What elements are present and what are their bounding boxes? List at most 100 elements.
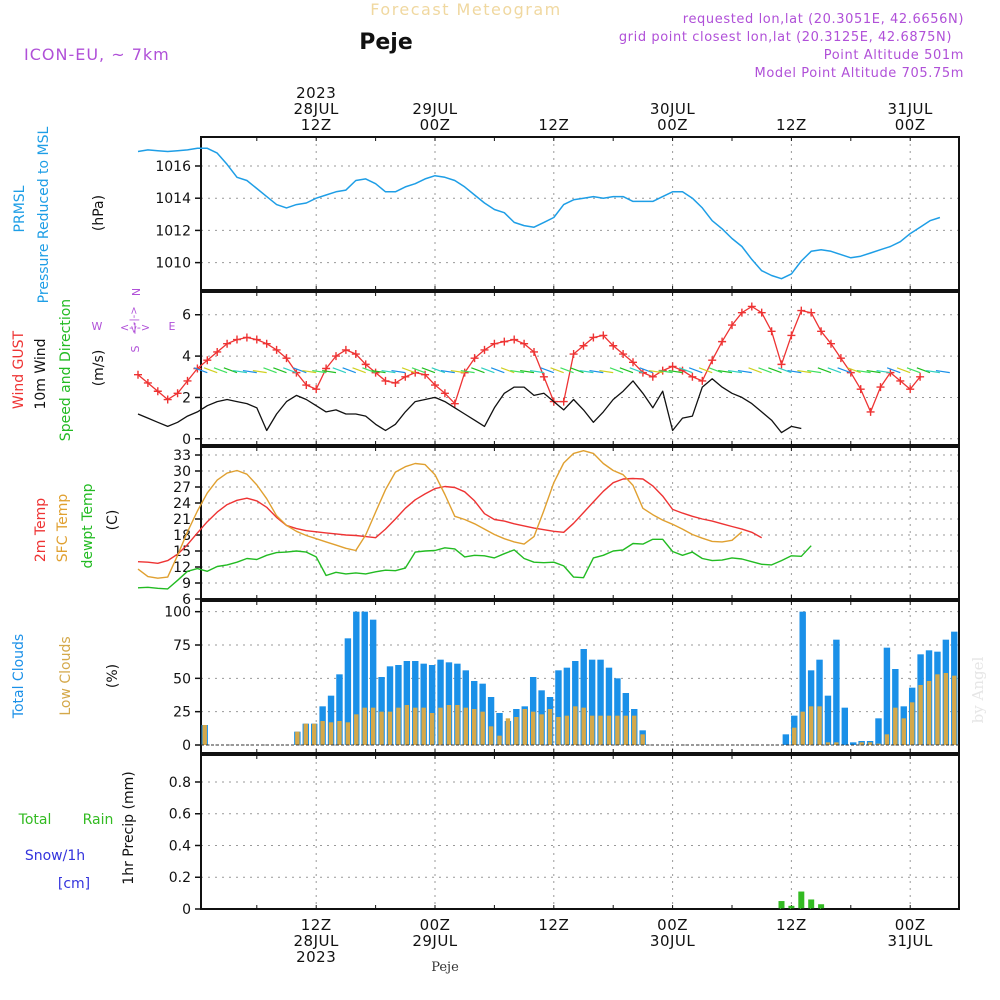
wind-direction-arrow xyxy=(302,369,317,374)
wind-direction-arrow xyxy=(837,367,852,374)
compass-east: E xyxy=(169,320,176,333)
y-tick-label: 2 xyxy=(182,390,191,406)
y-tick-label: 12 xyxy=(173,560,191,576)
gridpoint-coords: grid point closest lon,lat (20.3125E, 42… xyxy=(619,30,952,45)
top-time-label: 31JUL xyxy=(888,100,933,118)
wind-direction-arrow xyxy=(679,367,693,374)
bottom-time-label: 00Z xyxy=(657,916,688,934)
gust-marker xyxy=(619,350,628,359)
wind-direction-arrow xyxy=(283,367,297,374)
y-tick-label: 75 xyxy=(173,638,191,654)
wind-direction-arrow xyxy=(658,369,673,374)
low-cloud-bar xyxy=(463,707,469,745)
y-tick-label: 0.6 xyxy=(169,807,191,823)
wind-direction-arrow xyxy=(768,367,782,374)
gust-marker xyxy=(866,407,875,416)
wind-direction-arrow xyxy=(748,367,762,374)
y-tick-label: 33 xyxy=(173,448,191,464)
total-cloud-bar xyxy=(588,659,596,745)
low-cloud-bar xyxy=(935,674,940,745)
low-cloud-bar xyxy=(598,715,603,745)
low-cloud-bar xyxy=(893,707,898,745)
bottom-time-label: 28JUL xyxy=(294,932,339,950)
y-tick-label: 50 xyxy=(173,671,191,687)
total-cloud-bar xyxy=(462,670,470,745)
wind-direction-arrow xyxy=(263,367,277,374)
total-cloud-bar xyxy=(816,659,823,745)
gust-marker xyxy=(836,354,845,363)
low-cloud-bar xyxy=(429,713,435,745)
wind-speed-line xyxy=(137,378,802,434)
temp-label-unit: (C) xyxy=(105,510,121,531)
low-cloud-bar xyxy=(362,707,367,745)
total-cloud-bar xyxy=(336,674,343,745)
wind-direction-arrow xyxy=(381,369,396,374)
rain-bar xyxy=(798,891,805,909)
wind-direction-arrow xyxy=(322,369,337,374)
top-time-label: 2023 xyxy=(296,84,336,102)
gust-marker xyxy=(143,378,152,387)
low-cloud-bar xyxy=(514,717,519,745)
low-cloud-bar xyxy=(345,722,351,745)
gust-marker xyxy=(213,347,222,356)
wind-direction-arrow xyxy=(866,369,881,374)
wind-direction-arrow xyxy=(252,369,267,374)
low-cloud-bar xyxy=(328,722,334,745)
total-cloud-bar xyxy=(799,611,806,745)
gust-marker xyxy=(698,376,707,385)
low-cloud-bar xyxy=(480,711,485,745)
total-cloud-bar xyxy=(580,649,587,745)
panel-2 xyxy=(195,291,960,446)
low-cloud-bar xyxy=(547,709,553,745)
gust-marker xyxy=(470,354,479,363)
wind-direction-arrow xyxy=(916,367,931,374)
total-cloud-bar xyxy=(597,659,604,745)
low-cloud-bar xyxy=(564,715,570,745)
panel-5 xyxy=(195,754,960,910)
low-cloud-bar xyxy=(581,707,586,745)
y-tick-label: 30 xyxy=(173,464,191,480)
low-cloud-bar xyxy=(387,711,393,745)
bottom-time-label: 30JUL xyxy=(650,932,695,950)
total-cloud-bar xyxy=(437,659,444,745)
gust-marker xyxy=(500,337,509,346)
pressure-label-unit: (hPa) xyxy=(91,195,107,231)
top-time-label: 00Z xyxy=(657,116,688,134)
wind-direction-arrow xyxy=(421,367,436,374)
rain-bar xyxy=(818,904,825,909)
low-cloud-bar xyxy=(867,742,873,745)
rain-bar xyxy=(808,899,815,909)
bottom-time-label: 00Z xyxy=(895,916,926,934)
wind-direction-arrow xyxy=(223,367,238,374)
precip-label-rain: Rain xyxy=(83,812,114,828)
total-cloud-bar xyxy=(841,707,849,745)
wind-direction-arrow xyxy=(589,369,604,374)
low-cloud-bar xyxy=(817,706,822,745)
wind-label-10m: 10m Wind xyxy=(33,338,49,409)
low-cloud-bar xyxy=(539,714,544,745)
wind-direction-arrow xyxy=(708,367,723,374)
rain-bar xyxy=(788,905,795,909)
low-cloud-bar xyxy=(337,721,342,745)
gust-marker xyxy=(906,385,915,394)
gust-marker xyxy=(599,331,608,340)
wind-direction-arrow xyxy=(550,367,564,374)
top-time-label: 12Z xyxy=(301,116,332,134)
wind-direction-arrow xyxy=(213,367,228,374)
temp-label-sfc: SFC Temp xyxy=(55,494,71,563)
total-cloud-bar xyxy=(378,677,385,745)
total-cloud-bar xyxy=(428,665,436,745)
y-tick-label: 0.2 xyxy=(169,870,191,886)
panel-frame xyxy=(200,600,960,754)
wind-direction-arrow xyxy=(540,367,555,374)
low-cloud-bar xyxy=(623,715,629,745)
total-cloud-bar xyxy=(529,677,537,745)
gust-marker xyxy=(728,321,736,330)
y-tick-label: 1014 xyxy=(155,191,191,207)
gust-marker xyxy=(520,339,529,348)
low-cloud-bar xyxy=(606,715,612,745)
y-tick-label: 1010 xyxy=(155,256,191,272)
wind-direction-arrow xyxy=(787,369,802,374)
y-tick-label: 21 xyxy=(173,512,191,528)
low-cloud-bar xyxy=(640,734,645,745)
